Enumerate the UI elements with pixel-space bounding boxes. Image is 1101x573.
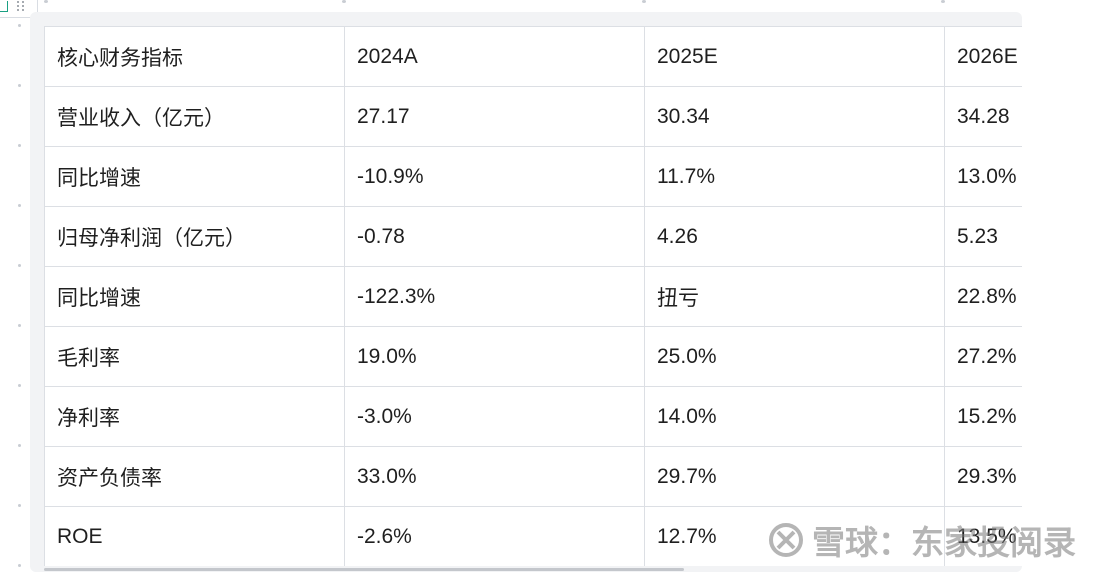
table-row: 毛利率 19.0% 25.0% 27.2%: [44, 326, 1022, 387]
table-cell[interactable]: 19.0%: [344, 326, 645, 387]
table-cell[interactable]: 29.7%: [644, 446, 945, 507]
table-cell[interactable]: 2025E: [644, 26, 945, 87]
table-cell[interactable]: -0.78: [344, 206, 645, 267]
table-cell[interactable]: 27.17: [344, 86, 645, 147]
table-row: 资产负债率 33.0% 29.7% 29.3%: [44, 446, 1022, 507]
table-scroll-container[interactable]: 核心财务指标 2024A 2025E 2026E 营业收入（亿元） 27.17 30…: [44, 26, 1022, 566]
table-cell[interactable]: 2026E: [944, 26, 1022, 87]
table-row: 同比增速 -10.9% 11.7% 13.0%: [44, 146, 1022, 207]
table-cell[interactable]: 34.28: [944, 86, 1022, 147]
table-cell[interactable]: 27.2%: [944, 326, 1022, 387]
table-cell[interactable]: 13.0%: [944, 146, 1022, 207]
table-header-row: 核心财务指标 2024A 2025E 2026E: [44, 26, 1022, 87]
table-cell[interactable]: 15.2%: [944, 386, 1022, 447]
table-cell[interactable]: 5.23: [944, 206, 1022, 267]
table-cell[interactable]: -2.6%: [344, 506, 645, 566]
row-label-cell[interactable]: 净利率: [44, 386, 345, 447]
table-cell[interactable]: -122.3%: [344, 266, 645, 327]
horizontal-scrollbar[interactable]: [44, 568, 684, 571]
table-cell[interactable]: 12.7%: [644, 506, 945, 566]
table-row: 营业收入（亿元） 27.17 30.34 34.28: [44, 86, 1022, 147]
table-cell[interactable]: 4.26: [644, 206, 945, 267]
table-row: ROE -2.6% 12.7% 13.5%: [44, 506, 1022, 566]
table-block-icon[interactable]: [0, 1, 8, 12]
table-cell[interactable]: 22.8%: [944, 266, 1022, 327]
row-label-cell[interactable]: 同比增速: [44, 146, 345, 207]
table-cell[interactable]: 25.0%: [644, 326, 945, 387]
block-toolbar[interactable]: [0, 0, 38, 18]
row-label-cell[interactable]: 毛利率: [44, 326, 345, 387]
table-row: 归母净利润（亿元） -0.78 4.26 5.23: [44, 206, 1022, 267]
table-cell[interactable]: -10.9%: [344, 146, 645, 207]
table-row: 净利率 -3.0% 14.0% 15.2%: [44, 386, 1022, 447]
table-cell[interactable]: 30.34: [644, 86, 945, 147]
table-cell[interactable]: 33.0%: [344, 446, 645, 507]
row-label-cell[interactable]: 资产负债率: [44, 446, 345, 507]
row-label-cell[interactable]: ROE: [44, 506, 345, 566]
table-cell[interactable]: 29.3%: [944, 446, 1022, 507]
table-cell[interactable]: 14.0%: [644, 386, 945, 447]
table-cell[interactable]: 核心财务指标: [44, 26, 345, 87]
table-cell[interactable]: 13.5%: [944, 506, 1022, 566]
table-cell[interactable]: -3.0%: [344, 386, 645, 447]
row-label-cell[interactable]: 同比增速: [44, 266, 345, 327]
table-cell[interactable]: 11.7%: [644, 146, 945, 207]
row-label-cell[interactable]: 归母净利润（亿元）: [44, 206, 345, 267]
drag-handle-icon[interactable]: [17, 1, 27, 11]
table-row: 同比增速 -122.3% 扭亏 22.8%: [44, 266, 1022, 327]
row-label-cell[interactable]: 营业收入（亿元）: [44, 86, 345, 147]
table-cell[interactable]: 扭亏: [644, 266, 945, 327]
table-cell[interactable]: 2024A: [344, 26, 645, 87]
financial-table: 核心财务指标 2024A 2025E 2026E 营业收入（亿元） 27.17 30…: [44, 26, 1022, 566]
left-guide-dots: [18, 20, 22, 573]
